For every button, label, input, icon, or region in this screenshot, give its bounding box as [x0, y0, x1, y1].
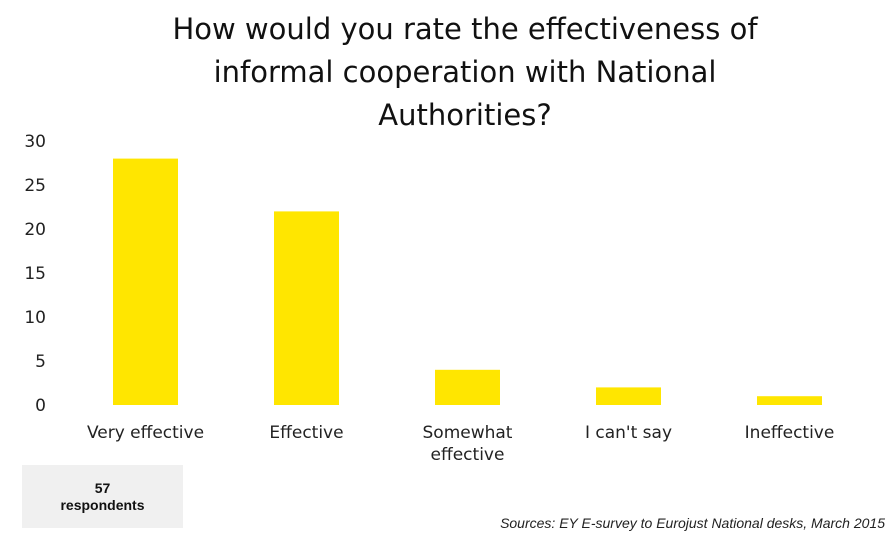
source-note: Sources: EY E-survey to Eurojust Nationa… — [500, 515, 885, 531]
x-axis: Very effective Effective Somewhat effective… — [87, 423, 834, 465]
bars — [113, 158, 822, 405]
x-tick-label: I can't say — [585, 423, 672, 443]
x-tick-label: Somewhat effective — [423, 423, 513, 465]
y-tick-label: 20 — [24, 220, 46, 240]
x-tick-label: Very effective — [87, 423, 204, 443]
y-tick-label: 0 — [35, 396, 46, 416]
chart-title-line: Authorities? — [378, 98, 552, 132]
y-tick-label: 10 — [24, 308, 46, 328]
x-tick-label: Ineffective — [745, 423, 835, 443]
bar — [113, 158, 178, 405]
x-tick-label-line: Ineffective — [745, 423, 835, 443]
y-axis: 0 5 10 15 20 25 30 — [24, 132, 46, 416]
y-tick-label: 30 — [24, 132, 46, 152]
chart-title-line: How would you rate the effectiveness of — [172, 12, 758, 46]
chart-title-line: informal cooperation with National — [213, 55, 717, 89]
respondents-label: respondents — [60, 496, 145, 513]
chart-title: How would you rate the effectiveness of … — [0, 8, 895, 137]
x-tick-label-line: Somewhat — [423, 423, 513, 443]
x-tick-label-line: effective — [431, 445, 505, 465]
y-tick-label: 15 — [24, 264, 46, 284]
y-tick-label: 5 — [35, 352, 46, 372]
bar — [274, 211, 339, 405]
bar — [596, 387, 661, 405]
x-tick-label-line: Very effective — [87, 423, 204, 443]
x-tick-label-line: Effective — [269, 423, 343, 443]
y-tick-label: 25 — [24, 176, 46, 196]
x-tick-label: Effective — [269, 423, 343, 443]
respondents-count: 57 — [94, 479, 111, 496]
bar — [435, 369, 500, 405]
respondents-box: 57 respondents — [22, 465, 183, 528]
x-tick-label-line: I can't say — [585, 423, 672, 443]
bar — [757, 396, 822, 405]
